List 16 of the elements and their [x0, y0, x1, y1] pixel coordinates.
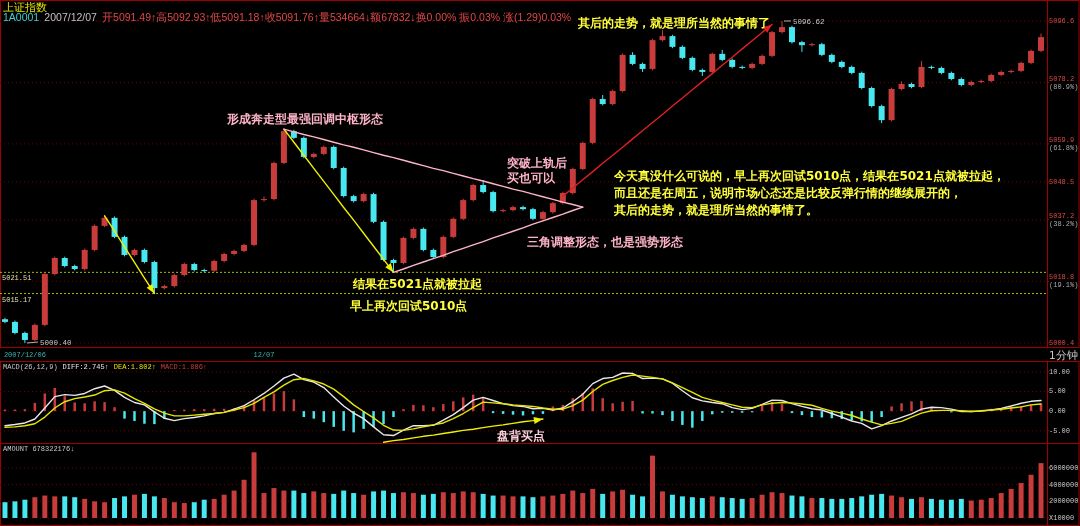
text: 1分钟: [1049, 349, 1078, 361]
annotation: 形成奔走型最强回调中枢形态: [226, 112, 384, 126]
annotation: 2007/12/07: [44, 11, 98, 23]
annotation: 其后的走势，就是理所当然的事情了: [577, 16, 770, 30]
annotation: 今天真没什么可说的，早上再次回试5010点，结果在5021点就被拉起，: [613, 169, 1005, 183]
annotation: 早上再次回试5010点: [349, 299, 468, 313]
annotation: 三角调整形态，也是强势形态: [527, 235, 684, 249]
annotation: 而且还是在周五，说明市场心态还是比较反弹行情的继续展开的，: [613, 186, 962, 200]
annotation: 结果在5021点就被拉起: [352, 277, 483, 291]
annotation: 开5091.49↑高5092.93↑低5091.18↑收5091.76↑量534664↓额67832↓换0.00% 振0.03% 涨(1.29)0.03%: [102, 11, 572, 23]
annotation: 买也可以: [507, 171, 556, 185]
annotation: 盘背买点: [496, 429, 545, 443]
annotation: 突破上轨后: [506, 156, 567, 170]
chart-title: 上证指数: [3, 1, 47, 14]
annotation: 其后的走势，就是理所当然的事情了。: [613, 203, 818, 217]
annotation: 1A0001: [3, 11, 40, 23]
